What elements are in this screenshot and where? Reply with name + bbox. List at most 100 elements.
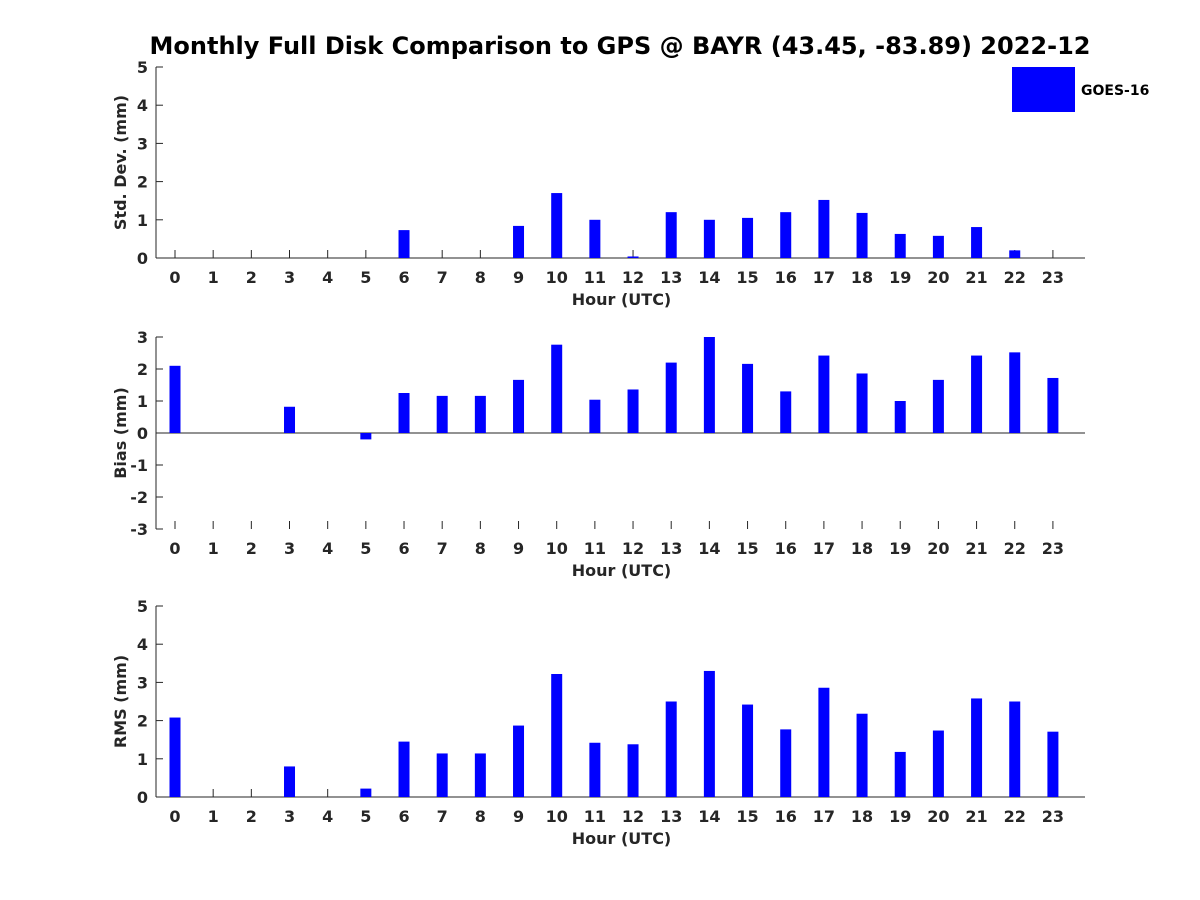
x-tick-label: 11 [584, 268, 606, 287]
bar-hour-10 [551, 344, 563, 433]
x-tick-label: 14 [698, 539, 720, 558]
x-tick-label: 19 [889, 539, 911, 558]
x-tick-label: 8 [475, 807, 486, 826]
x-tick-label: 3 [284, 268, 295, 287]
bar-hour-20 [932, 235, 944, 258]
x-axis-label: Hour (UTC) [572, 290, 672, 309]
bar-hour-5 [360, 433, 372, 440]
x-tick-label: 17 [813, 539, 835, 558]
bar-hour-18 [856, 212, 868, 258]
y-tick-label: -3 [130, 520, 148, 539]
x-tick-label: 8 [475, 268, 486, 287]
y-axis-label: Bias (mm) [111, 387, 130, 479]
x-tick-label: 9 [513, 268, 524, 287]
x-tick-label: 4 [322, 807, 333, 826]
bar-hour-13 [665, 212, 677, 258]
x-tick-label: 22 [1004, 807, 1026, 826]
bar-hour-23 [1047, 731, 1059, 797]
legend: GOES-16 [1012, 67, 1149, 112]
bar-hour-10 [551, 193, 563, 258]
y-tick-label: -1 [130, 456, 148, 475]
y-tick-label: 2 [137, 173, 148, 192]
x-tick-label: 0 [169, 807, 180, 826]
x-tick-label: 7 [437, 268, 448, 287]
x-tick-label: 21 [965, 268, 987, 287]
bar-hour-18 [856, 373, 868, 433]
x-tick-label: 23 [1042, 539, 1064, 558]
bar-hour-3 [284, 766, 296, 797]
y-tick-label: 4 [137, 96, 148, 115]
bar-hour-17 [818, 355, 830, 433]
bar-hour-22 [1009, 352, 1021, 433]
x-tick-label: 22 [1004, 268, 1026, 287]
bar-hour-9 [513, 725, 525, 797]
bar-hour-9 [513, 379, 525, 433]
bar-hour-8 [474, 395, 486, 433]
x-tick-label: 6 [398, 807, 409, 826]
y-tick-label: 3 [137, 328, 148, 347]
x-axis-label: Hour (UTC) [572, 829, 672, 848]
x-tick-label: 4 [322, 268, 333, 287]
x-tick-label: 0 [169, 539, 180, 558]
x-tick-label: 13 [660, 807, 682, 826]
x-tick-label: 23 [1042, 268, 1064, 287]
bar-hour-6 [398, 230, 410, 258]
bar-hour-16 [780, 391, 792, 433]
bar-hour-19 [894, 401, 906, 433]
x-tick-label: 3 [284, 539, 295, 558]
x-tick-label: 14 [698, 268, 720, 287]
x-tick-label: 7 [437, 807, 448, 826]
bar-hour-7 [436, 753, 448, 797]
x-tick-label: 16 [775, 268, 797, 287]
x-tick-label: 14 [698, 807, 720, 826]
bar-hour-19 [894, 233, 906, 258]
x-tick-label: 9 [513, 807, 524, 826]
x-tick-label: 11 [584, 539, 606, 558]
y-axis-label: Std. Dev. (mm) [111, 95, 130, 230]
legend-swatch [1012, 67, 1075, 112]
x-tick-label: 20 [927, 268, 949, 287]
x-tick-label: 23 [1042, 807, 1064, 826]
x-axis-label: Hour (UTC) [572, 561, 672, 580]
y-tick-label: 1 [137, 392, 148, 411]
x-tick-label: 4 [322, 539, 333, 558]
y-tick-label: 1 [137, 211, 148, 230]
bar-hour-16 [780, 729, 792, 797]
bar-hour-21 [971, 355, 983, 433]
bar-hour-22 [1009, 701, 1021, 797]
y-tick-label: -2 [130, 488, 148, 507]
x-tick-label: 13 [660, 539, 682, 558]
x-tick-label: 6 [398, 539, 409, 558]
x-tick-label: 1 [208, 807, 219, 826]
bar-hour-3 [284, 406, 296, 433]
bar-hour-20 [932, 379, 944, 433]
y-tick-label: 0 [137, 788, 148, 807]
y-tick-label: 5 [137, 597, 148, 616]
y-tick-label: 3 [137, 134, 148, 153]
bar-hour-21 [971, 227, 983, 258]
bar-hour-15 [742, 363, 754, 433]
bar-hour-14 [703, 670, 715, 797]
x-tick-label: 0 [169, 268, 180, 287]
bar-hour-13 [665, 362, 677, 433]
bar-hour-11 [589, 399, 601, 433]
y-tick-label: 0 [137, 424, 148, 443]
y-tick-label: 2 [137, 360, 148, 379]
bar-hour-11 [589, 219, 601, 258]
x-tick-label: 10 [546, 539, 568, 558]
chart-title: Monthly Full Disk Comparison to GPS @ BA… [150, 32, 1091, 60]
x-tick-label: 5 [360, 268, 371, 287]
x-tick-label: 22 [1004, 539, 1026, 558]
x-tick-label: 2 [246, 539, 257, 558]
bar-hour-22 [1009, 250, 1021, 258]
x-tick-label: 10 [546, 268, 568, 287]
x-tick-label: 21 [965, 807, 987, 826]
bar-hour-10 [551, 673, 563, 797]
bar-hour-12 [627, 256, 639, 258]
x-tick-label: 16 [775, 807, 797, 826]
bar-hour-0 [169, 717, 181, 797]
